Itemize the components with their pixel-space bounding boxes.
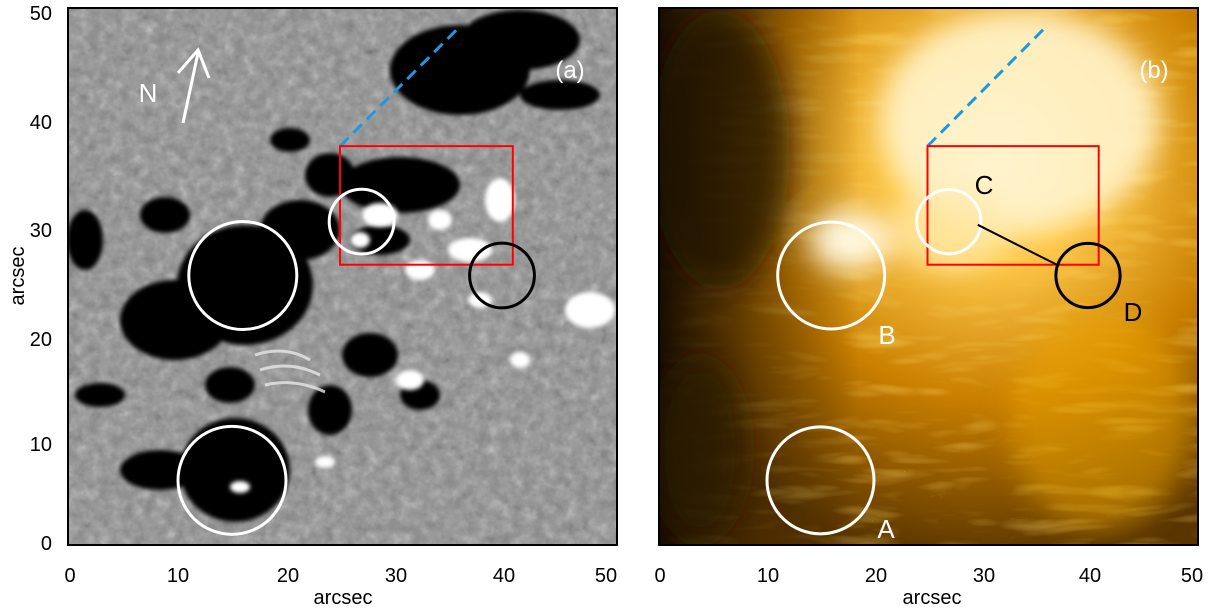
circle-b-a [187,220,299,331]
y-tick-label: 20 [30,329,52,351]
dashed-line-a [338,26,460,148]
y-tick-label: 50 [30,3,52,25]
x-tick-label: 30 [973,565,995,587]
panel-b-label: (b) [1139,57,1168,84]
y-tick-label: 10 [30,434,52,456]
circle-c-b [915,188,983,256]
panel-a-x-ticks: 0 10 20 30 40 50 [64,565,617,587]
panel-b-overlays [765,26,1122,536]
x-tick-label: 30 [385,565,407,587]
north-label: N [139,78,158,108]
x-tick-label: 40 [493,565,515,587]
panel-a-ylabel: arcsec [7,247,29,306]
panel-a-label: (a) [555,57,584,84]
x-tick-label: 10 [757,565,779,587]
x-tick-label: 50 [1181,565,1203,587]
panel-b-xlabel: arcsec [903,587,962,609]
circle-d-b [1054,241,1122,310]
euv-image [659,8,1198,545]
magnetogram-image [68,8,617,545]
red-box-a [339,145,514,266]
circle-d-a [468,241,536,310]
panel-a-xlabel: arcsec [314,587,373,609]
panel-b-frame [658,7,1199,546]
y-tick-label: 40 [30,112,52,134]
dashed-line-b [926,26,1047,148]
x-tick-label: 20 [277,565,299,587]
panel-a: N (a) 0 10 20 30 40 50 arcsec 0 10 20 30… [7,3,618,609]
region-label-c: C [975,170,994,200]
x-tick-label: 0 [64,565,75,587]
circle-a-a [176,424,288,536]
panel-a-frame [67,7,618,546]
panel-b: (b) A B C D 0 10 20 30 40 50 arcsec [654,7,1203,609]
north-arrow: N [139,47,211,124]
panel-a-overlays [176,26,536,536]
region-label-d: D [1124,297,1143,327]
circle-a-b [765,425,876,536]
circle-b-b [776,220,887,331]
x-tick-label: 40 [1079,565,1101,587]
y-tick-label: 0 [41,533,52,555]
circle-c-a [327,187,396,256]
x-tick-label: 50 [595,565,617,587]
x-tick-label: 10 [167,565,189,587]
panel-b-x-ticks: 0 10 20 30 40 50 [654,565,1203,587]
region-label-b: B [878,320,895,350]
panel-a-y-ticks: 0 10 20 30 40 50 [30,3,52,555]
y-tick-label: 30 [30,220,52,242]
c-d-connector [977,223,1060,267]
region-label-a: A [877,514,895,544]
red-box-b [926,145,1100,266]
x-tick-label: 20 [865,565,887,587]
x-tick-label: 0 [654,565,665,587]
